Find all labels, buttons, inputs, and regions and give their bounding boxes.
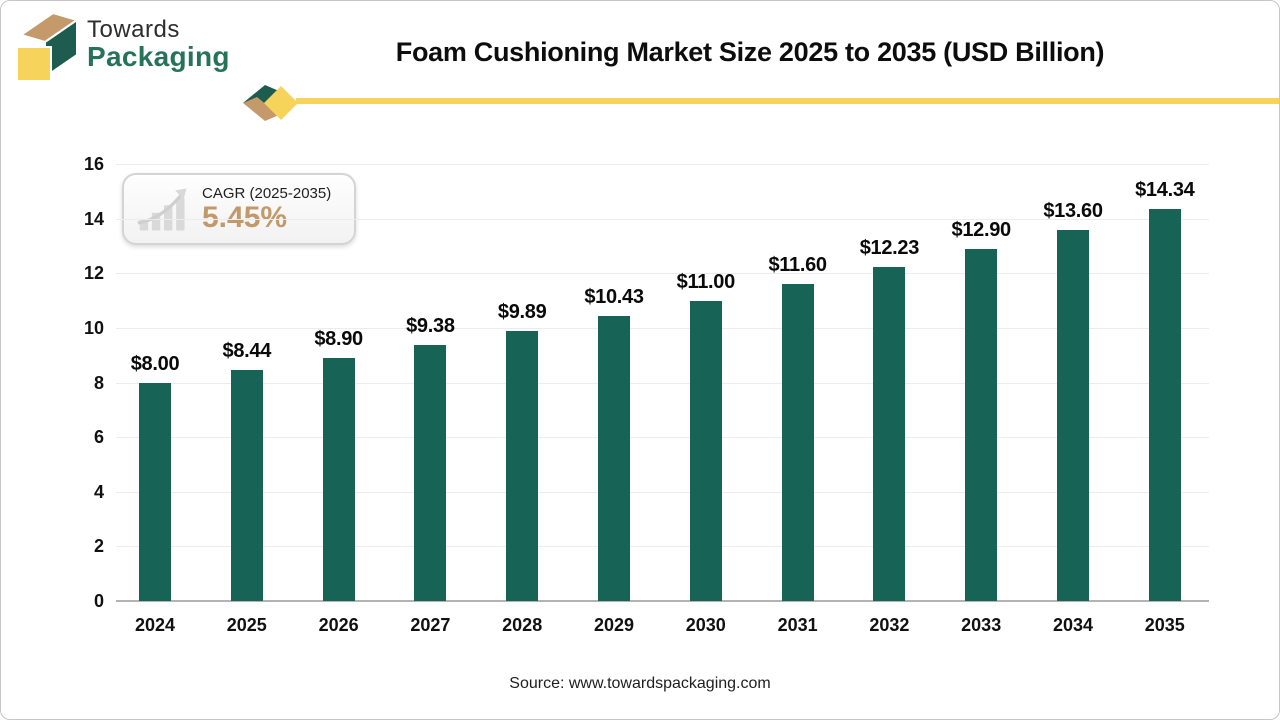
cagr-text: CAGR (2025-2035) 5.45% bbox=[202, 185, 331, 234]
bar-value-label: $8.00 bbox=[130, 352, 180, 375]
y-tick-label: 0 bbox=[93, 591, 104, 611]
bar-value-label: $8.90 bbox=[314, 327, 363, 350]
bar-2032 bbox=[873, 266, 906, 601]
bar-2025 bbox=[230, 370, 263, 601]
bar-value-label: $12.90 bbox=[951, 218, 1012, 241]
bar-2034 bbox=[1057, 229, 1089, 601]
x-tick-label: 2025 bbox=[226, 615, 267, 635]
bar-value-label: $9.89 bbox=[497, 300, 547, 323]
bar-value-label: $12.23 bbox=[859, 236, 920, 259]
x-tick-label: 2035 bbox=[1144, 615, 1185, 635]
bar-value-label: $13.60 bbox=[1043, 199, 1103, 222]
x-tick-label: 2026 bbox=[318, 615, 359, 635]
x-axis-line bbox=[116, 600, 1209, 602]
bar-value-label: $11.00 bbox=[676, 270, 736, 293]
bar-2027 bbox=[414, 344, 447, 601]
bar-2026 bbox=[322, 357, 355, 601]
diamond-arrow-icon bbox=[243, 85, 298, 121]
y-tick-label: 2 bbox=[93, 536, 104, 557]
y-tick-label: 16 bbox=[83, 154, 104, 174]
cagr-label: CAGR (2025-2035) bbox=[202, 184, 332, 202]
cagr-badge: CAGR (2025-2035) 5.45% bbox=[122, 173, 356, 245]
bar-value-label: $14.34 bbox=[1135, 179, 1195, 202]
gridline bbox=[116, 327, 1209, 329]
divider-line bbox=[296, 98, 1279, 104]
bar-2031 bbox=[781, 284, 814, 601]
bar-value-label: $10.43 bbox=[584, 286, 644, 309]
bar-2033 bbox=[965, 248, 998, 601]
bar-2035 bbox=[1148, 209, 1181, 601]
x-tick-label: 2034 bbox=[1052, 615, 1094, 635]
plot-area: CAGR (2025-2035) 5.45% 0 2 4 6 8 10 12 14 16 $8.0… bbox=[84, 154, 1209, 635]
bar-value-label: $11.60 bbox=[768, 254, 827, 277]
bar-2030 bbox=[689, 300, 722, 601]
bar-value-label: $9.38 bbox=[406, 314, 455, 337]
gridline bbox=[116, 164, 1209, 165]
brand-line1: Towards bbox=[87, 16, 180, 43]
gridline bbox=[116, 546, 1209, 548]
source-text: Source: www.towardspackaging.com bbox=[509, 675, 771, 692]
bar-2029 bbox=[598, 316, 630, 601]
bar-2024 bbox=[139, 382, 171, 601]
x-tick-label: 2029 bbox=[593, 615, 635, 635]
cube-box-icon bbox=[16, 11, 80, 82]
x-tick-label: 2024 bbox=[134, 615, 176, 635]
y-tick-label: 8 bbox=[93, 372, 104, 393]
bar-value-label: $8.44 bbox=[222, 340, 272, 363]
x-tick-label: 2028 bbox=[502, 615, 543, 635]
x-tick-label: 2031 bbox=[777, 615, 818, 635]
brand-name: Towards Packaging bbox=[87, 17, 230, 72]
y-tick-label: 6 bbox=[93, 427, 104, 448]
y-tick-label: 10 bbox=[83, 317, 104, 338]
y-tick-label: 4 bbox=[93, 481, 104, 502]
y-tick-label: 14 bbox=[83, 208, 104, 229]
gridline bbox=[116, 218, 1209, 220]
x-tick-label: 2030 bbox=[685, 615, 726, 635]
gridline bbox=[116, 491, 1209, 493]
cagr-value: 5.45% bbox=[202, 200, 288, 234]
page-title: Foam Cushioning Market Size 2025 to 2035… bbox=[395, 37, 1105, 67]
brand-line2: Packaging bbox=[87, 41, 230, 73]
x-tick-label: 2033 bbox=[961, 615, 1002, 635]
bar-2028 bbox=[506, 330, 539, 601]
gridline bbox=[116, 273, 1209, 275]
gridline bbox=[116, 437, 1209, 439]
x-tick-label: 2032 bbox=[869, 615, 910, 635]
growth-bars-arrow-icon bbox=[137, 188, 187, 231]
y-tick-label: 12 bbox=[83, 263, 104, 284]
x-tick-label: 2027 bbox=[410, 615, 451, 635]
gridline bbox=[116, 382, 1209, 384]
